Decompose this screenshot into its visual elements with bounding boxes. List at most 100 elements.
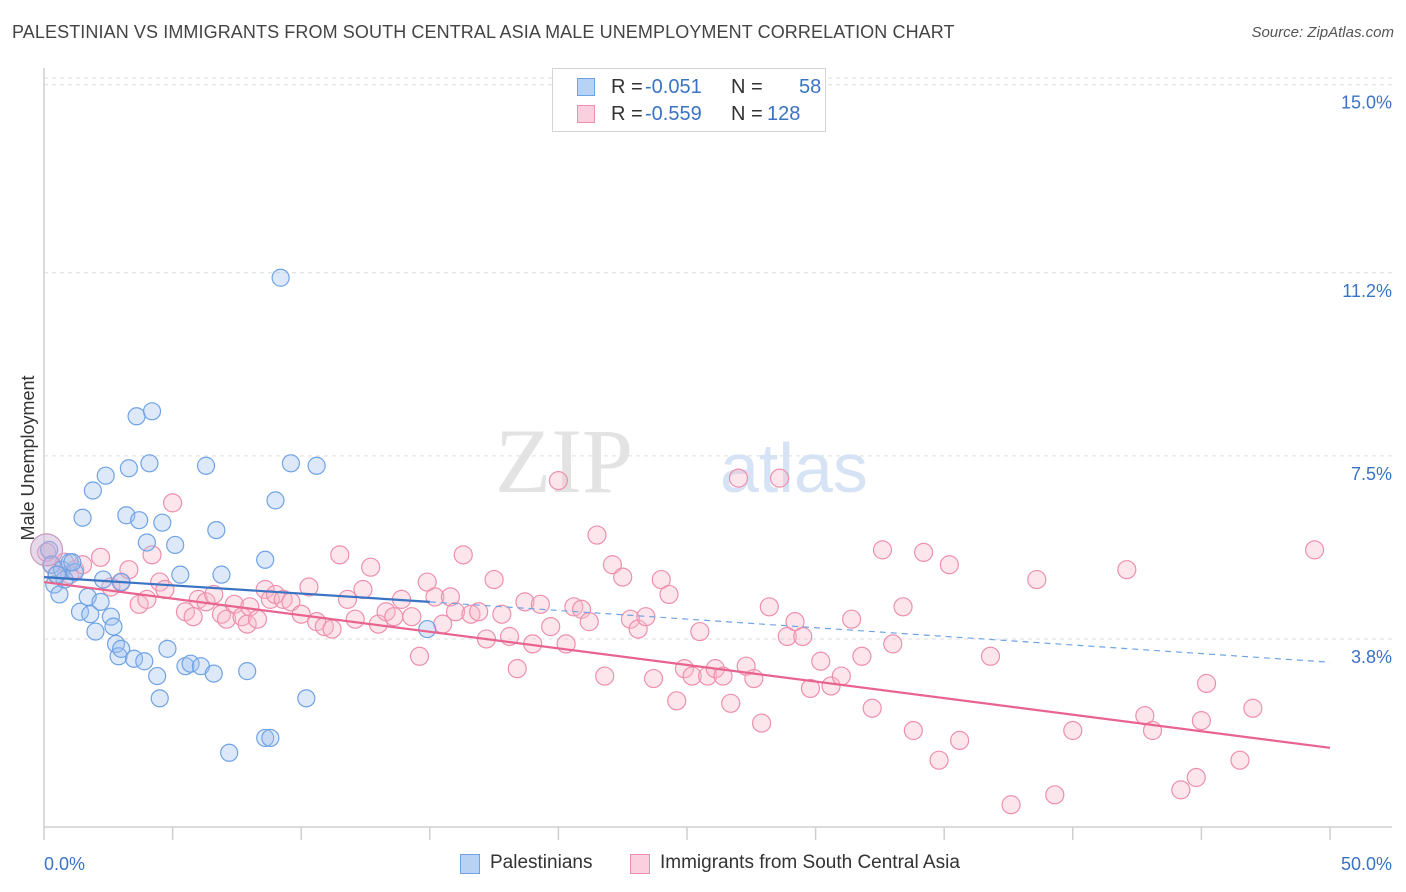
data-point-immigrants bbox=[273, 589, 293, 609]
data-point-palestinians bbox=[96, 466, 115, 485]
data-point-palestinians bbox=[81, 605, 100, 624]
data-point-immigrants bbox=[893, 597, 913, 617]
data-point-palestinians bbox=[142, 402, 162, 421]
data-point-palestinians bbox=[86, 622, 105, 641]
data-point-palestinians bbox=[207, 520, 226, 540]
data-point-immigrants bbox=[620, 609, 641, 629]
data-point-immigrants bbox=[183, 607, 203, 627]
data-point-palestinians bbox=[281, 454, 301, 473]
data-point-immigrants bbox=[417, 572, 437, 592]
data-point-immigrants bbox=[950, 730, 970, 751]
data-point-immigrants bbox=[587, 525, 607, 545]
legend-n-label: N = bbox=[731, 76, 763, 98]
data-point-immigrants bbox=[579, 612, 599, 632]
y-tick-label: 7.5% bbox=[1351, 464, 1392, 484]
legend-r-label: R = bbox=[611, 76, 643, 98]
data-point-palestinians bbox=[83, 481, 102, 500]
data-point-palestinians bbox=[271, 268, 290, 287]
data-point-immigrants bbox=[440, 587, 460, 607]
trend-line-immigrants bbox=[43, 580, 1331, 749]
data-point-immigrants bbox=[384, 607, 404, 627]
data-point-immigrants bbox=[1027, 569, 1047, 590]
watermark: ZIP atlas bbox=[495, 410, 868, 512]
data-point-palestinians bbox=[256, 728, 275, 748]
data-point-immigrants bbox=[1191, 711, 1212, 731]
data-point-immigrants bbox=[541, 616, 561, 637]
watermark-atlas: atlas bbox=[720, 429, 868, 507]
y-tick-label: 15.0% bbox=[1341, 93, 1392, 113]
data-point-immigrants bbox=[142, 545, 162, 565]
data-point-palestinians bbox=[119, 459, 138, 478]
data-point-palestinians bbox=[91, 592, 110, 611]
data-point-immigrants bbox=[690, 621, 710, 642]
data-point-immigrants bbox=[800, 678, 821, 699]
data-point-immigrants bbox=[842, 609, 862, 629]
legend-n-label: N = bbox=[731, 103, 763, 125]
data-point-immigrants bbox=[643, 668, 664, 689]
correlation-legend: R = -0.051 N = 58 R = -0.559 N = 128 bbox=[552, 68, 826, 132]
data-point-palestinians bbox=[256, 550, 275, 569]
data-point-immigrants bbox=[1117, 560, 1137, 580]
data-point-palestinians bbox=[63, 553, 82, 572]
y-tick-label: 3.8% bbox=[1351, 647, 1392, 667]
legend-swatch-blue bbox=[577, 78, 595, 96]
data-point-palestinians bbox=[212, 565, 231, 584]
data-point-palestinians bbox=[297, 689, 316, 708]
data-point-immigrants bbox=[939, 555, 959, 575]
data-point-immigrants bbox=[188, 589, 208, 609]
data-point-immigrants bbox=[872, 540, 893, 560]
legend-r-label: R = bbox=[611, 103, 643, 125]
grid-lines bbox=[44, 77, 1392, 640]
data-point-palestinians bbox=[40, 540, 59, 559]
data-point-immigrants bbox=[793, 626, 813, 647]
data-point-immigrants bbox=[862, 698, 882, 718]
legend-swatch-pink bbox=[577, 105, 595, 123]
data-point-immigrants bbox=[1243, 698, 1263, 718]
data-point-immigrants bbox=[682, 666, 702, 686]
data-point-immigrants bbox=[883, 634, 903, 654]
bottom-legend-label: Immigrants from South Central Asia bbox=[660, 852, 960, 873]
data-point-immigrants bbox=[721, 693, 741, 713]
data-point-immigrants bbox=[1186, 767, 1206, 788]
data-point-immigrants bbox=[811, 651, 831, 671]
data-point-immigrants bbox=[409, 646, 430, 666]
data-point-immigrants bbox=[90, 547, 111, 567]
data-point-immigrants bbox=[713, 666, 733, 686]
data-point-immigrants bbox=[345, 609, 365, 629]
x-tick-label-min: 0.0% bbox=[44, 854, 85, 874]
data-point-immigrants bbox=[914, 542, 934, 562]
data-point-palestinians bbox=[73, 508, 92, 527]
data-point-immigrants bbox=[530, 594, 550, 614]
data-point-immigrants bbox=[759, 597, 779, 617]
chart-title: PALESTINIAN VS IMMIGRANTS FROM SOUTH CEN… bbox=[12, 22, 955, 42]
data-point-immigrants bbox=[1196, 673, 1217, 694]
data-point-palestinians bbox=[158, 639, 177, 658]
data-point-immigrants bbox=[903, 720, 923, 741]
bottom-legend-label: Palestinians bbox=[490, 852, 593, 873]
data-point-immigrants bbox=[453, 545, 473, 565]
data-point-immigrants bbox=[247, 609, 268, 629]
data-point-cluster bbox=[29, 533, 64, 567]
data-point-immigrants bbox=[777, 626, 797, 647]
x-tick-label-max: 50.0% bbox=[1341, 854, 1392, 874]
tick-labels: 3.8% 7.5% 11.2% 15.0% 0.0% 50.0% bbox=[44, 93, 1392, 874]
series-immigrants-points bbox=[36, 468, 1325, 815]
y-axis-title: Male Unemployment bbox=[18, 375, 38, 540]
data-point-immigrants bbox=[595, 666, 615, 686]
data-point-immigrants bbox=[769, 468, 790, 488]
data-point-immigrants bbox=[492, 604, 512, 624]
data-point-immigrants bbox=[353, 579, 373, 600]
data-point-immigrants bbox=[980, 646, 1001, 666]
data-point-immigrants bbox=[330, 545, 350, 565]
data-point-immigrants bbox=[361, 557, 381, 577]
data-point-palestinians bbox=[148, 666, 167, 686]
data-point-palestinians bbox=[140, 454, 159, 473]
data-point-palestinians bbox=[171, 565, 190, 584]
data-point-immigrants bbox=[659, 584, 679, 605]
data-point-immigrants bbox=[548, 471, 569, 491]
data-point-palestinians bbox=[166, 535, 185, 555]
data-point-palestinians bbox=[135, 652, 154, 671]
data-point-palestinians bbox=[150, 689, 169, 708]
data-point-palestinians bbox=[112, 639, 131, 658]
series-palestinians-points bbox=[29, 268, 437, 762]
